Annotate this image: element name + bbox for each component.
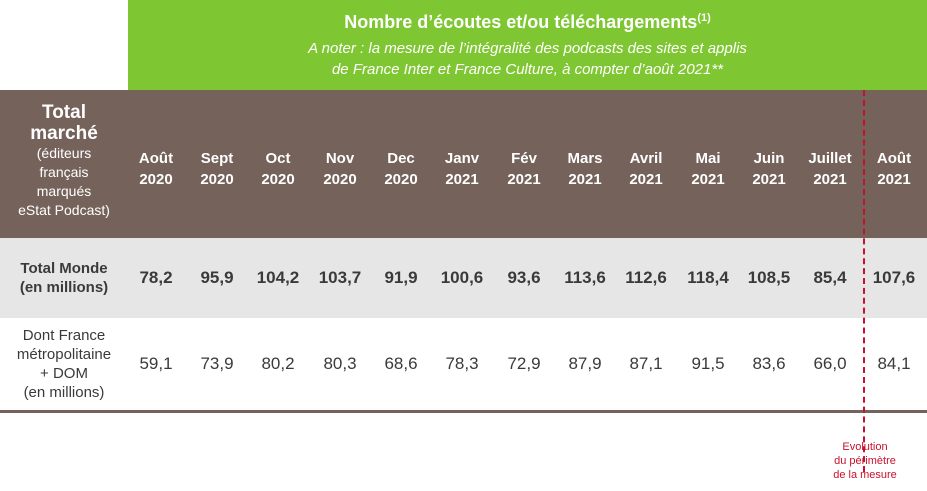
column-header: Fév 2021: [494, 148, 554, 190]
column-header-year: 2020: [384, 171, 418, 188]
column-header-year: 2021: [507, 171, 541, 188]
table-cell: 80,3: [323, 354, 357, 373]
table-cell: 83,6: [752, 354, 786, 373]
column-header-month: Août: [876, 150, 912, 167]
column-header: Sept 2020: [187, 148, 247, 190]
column-header-month: Janv: [444, 150, 480, 167]
column-header: Mai 2021: [678, 148, 738, 190]
banner-title: Nombre d’écoutes et/ou téléchargements(1…: [128, 12, 927, 33]
table-cell: 66,0: [813, 354, 847, 373]
row-label-line-2: (en millions): [19, 279, 109, 296]
column-header-month: Juin: [753, 150, 785, 167]
column-header: Nov 2020: [310, 148, 370, 190]
table-cell: 104,2: [256, 268, 300, 287]
column-header: Oct 2020: [248, 148, 308, 190]
column-header-year: 2021: [691, 171, 725, 188]
table-cell: 72,9: [507, 354, 541, 373]
column-header-month: Avril: [629, 150, 663, 167]
column-header-month: Mai: [695, 150, 721, 167]
table-cell: 100,6: [440, 268, 484, 287]
column-header-month: Juillet: [808, 150, 852, 167]
column-header-month: Nov: [325, 150, 355, 167]
table-cell: 93,6: [507, 268, 541, 287]
corner-label-line-2: marché: [30, 123, 98, 144]
table-cell: 103,7: [318, 268, 362, 287]
column-header-month: Dec: [387, 150, 415, 167]
table-cell: 78,3: [445, 354, 479, 373]
table-row: Total Monde (en millions) 78,2 95,9 104,…: [0, 238, 927, 318]
table-cell: 113,6: [564, 268, 606, 287]
column-header-year: 2021: [629, 171, 663, 188]
corner-label-line-5: marqués: [36, 183, 92, 199]
corner-label-line-1: Total: [42, 102, 86, 123]
corner-label-line-3: (éditeurs: [36, 145, 92, 161]
table-row: Dont France métropolitaine + DOM (en mil…: [0, 318, 927, 410]
scope-change-note-line-3: de la mesure: [833, 469, 897, 481]
column-header: Juillet 2021: [800, 148, 860, 190]
corner-label: Total marché (éditeurs français marqués …: [0, 102, 128, 220]
column-header-year: 2021: [813, 171, 847, 188]
column-header-month: Sept: [200, 150, 234, 167]
table-cell: 78,2: [139, 268, 173, 287]
scope-change-divider: [863, 90, 865, 472]
table-cell: 68,6: [384, 354, 418, 373]
column-header-month: Fév: [511, 150, 537, 167]
column-header-year: 2021: [445, 171, 479, 188]
row-label: Total Monde (en millions): [0, 259, 128, 297]
column-header-year: 2020: [200, 171, 234, 188]
column-header-month: Mars: [567, 150, 603, 167]
table-cell: 80,2: [261, 354, 295, 373]
title-banner: Nombre d’écoutes et/ou téléchargements(1…: [128, 0, 927, 90]
table-cell: 95,9: [200, 268, 234, 287]
corner-label-line-4: français: [39, 164, 89, 180]
column-header-year: 2020: [139, 171, 173, 188]
table-cell: 118,4: [687, 268, 729, 287]
column-header: Janv 2021: [432, 148, 492, 190]
table-header: Total marché (éditeurs français marqués …: [0, 90, 927, 238]
table-cell: 91,9: [384, 268, 418, 287]
scope-change-note-line-2: du périmètre: [834, 455, 896, 467]
table-cell: 87,1: [629, 354, 663, 373]
column-header: Mars 2021: [555, 148, 615, 190]
table-cell: 107,6: [872, 268, 916, 287]
column-header: Avril 2021: [616, 148, 676, 190]
column-header-year: 2020: [323, 171, 357, 188]
row-label-line-3: + DOM: [40, 365, 88, 382]
column-header-month: Oct: [265, 150, 291, 167]
table-cell: 85,4: [813, 268, 847, 287]
table-cell: 59,1: [139, 354, 173, 373]
table-bottom-rule: [0, 410, 927, 413]
column-header: Juin 2021: [739, 148, 799, 190]
column-header-year: 2021: [752, 171, 786, 188]
table-cell: 91,5: [691, 354, 725, 373]
column-header-year: 2021: [877, 171, 911, 188]
table-cell: 84,1: [877, 354, 911, 373]
banner-title-text: Nombre d’écoutes et/ou téléchargements: [344, 12, 698, 32]
column-header: Dec 2020: [371, 148, 431, 190]
column-header-year: 2021: [568, 171, 602, 188]
banner-note-line-2: de France Inter et France Culture, à com…: [331, 61, 724, 78]
column-header-year: 2020: [261, 171, 295, 188]
banner-title-footnote: (1): [697, 12, 711, 24]
banner-note: A noter : la mesure de l’intégralité des…: [128, 38, 927, 80]
column-header: Août 2021: [864, 148, 924, 190]
row-label-line-1: Dont France: [22, 327, 106, 344]
row-label-line-1: Total Monde: [20, 260, 108, 277]
corner-label-line-6: eStat Podcast): [18, 202, 110, 218]
table-cell: 108,5: [747, 268, 791, 287]
row-label-line-4: (en millions): [23, 384, 105, 401]
table-cell: 112,6: [625, 268, 667, 287]
column-header-month: Août: [138, 150, 174, 167]
row-label: Dont France métropolitaine + DOM (en mil…: [0, 326, 128, 402]
table-cell: 73,9: [200, 354, 234, 373]
scope-change-note: Evolution du périmètre de la mesure: [815, 440, 915, 482]
row-label-line-2: métropolitaine: [16, 346, 112, 363]
scope-change-note-line-1: Evolution: [842, 441, 888, 453]
table-cell: 87,9: [568, 354, 602, 373]
banner-note-line-1: A noter : la mesure de l’intégralité des…: [308, 40, 747, 57]
column-header: Août 2020: [126, 148, 186, 190]
